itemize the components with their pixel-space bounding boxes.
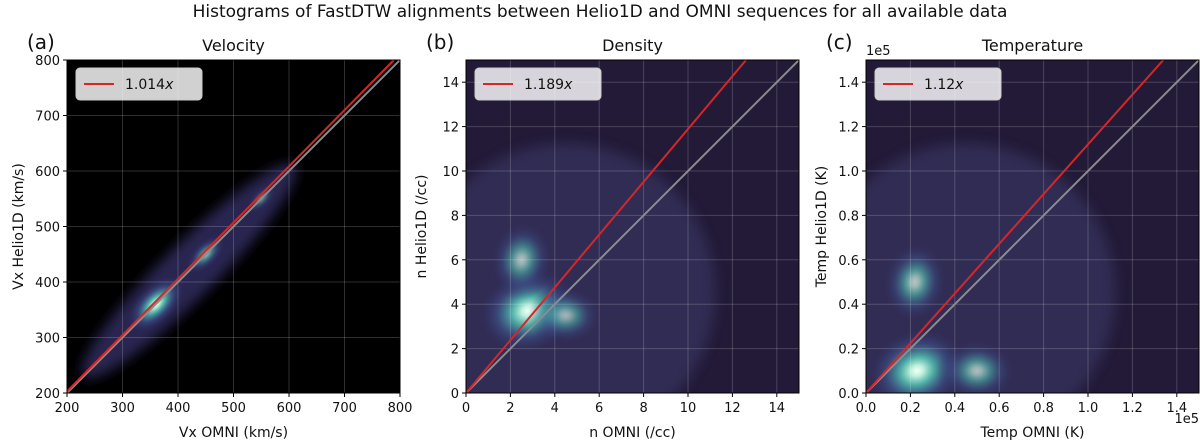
x-tick-label: 0.6 xyxy=(989,401,1010,416)
plot-area xyxy=(466,60,799,393)
y-tick-label: 4 xyxy=(451,298,459,313)
x-tick-label: 1.0 xyxy=(1078,401,1099,416)
density-peak xyxy=(936,337,1018,393)
y-tick-label: 200 xyxy=(35,387,60,402)
plot-area xyxy=(866,60,1199,393)
y-tick-label: 0.6 xyxy=(838,254,859,269)
x-tick-label: 400 xyxy=(166,401,191,416)
panel-label: (c) xyxy=(826,30,853,54)
x-tick-label: 8 xyxy=(639,401,647,416)
x-axis-label: Vx OMNI (km/s) xyxy=(179,425,288,441)
x-tick-label: 300 xyxy=(110,401,135,416)
legend-label: 1.189x xyxy=(524,77,573,93)
x-tick-label: 14 xyxy=(769,401,786,416)
legend-value: 1.189 xyxy=(524,77,564,93)
legend: 1.12x xyxy=(874,67,1002,101)
y-tick-label: 400 xyxy=(35,276,60,291)
x-tick-label: 800 xyxy=(388,401,413,416)
legend-variable: x xyxy=(563,77,573,93)
x-tick-label: 0.8 xyxy=(1033,401,1054,416)
x-tick-label: 500 xyxy=(221,401,246,416)
y-axis-label: n Helio1D (/cc) xyxy=(414,175,430,279)
density-peak xyxy=(866,325,970,393)
x-tick-label: 0.2 xyxy=(900,401,921,416)
density-peak xyxy=(527,284,605,347)
y-tick-label: 300 xyxy=(35,332,60,347)
legend-box xyxy=(474,67,602,101)
y-tick-label: 0 xyxy=(451,387,459,402)
x-tick-label: 0.4 xyxy=(944,401,965,416)
fit-line xyxy=(67,60,395,393)
y-tick-label: 2 xyxy=(451,343,459,358)
y-tick-label: 12 xyxy=(442,121,459,136)
x-tick-label: 0.0 xyxy=(856,401,877,416)
x-tick-label: 12 xyxy=(724,401,741,416)
fit-line xyxy=(866,60,1165,393)
y-tick-label: 800 xyxy=(35,54,60,69)
x-tick-label: 700 xyxy=(332,401,357,416)
x-axis-label: n OMNI (/cc) xyxy=(589,425,676,441)
legend-value: 1.12 xyxy=(924,77,955,93)
legend: 1.014x xyxy=(75,67,203,101)
y-tick-label: 700 xyxy=(35,110,60,125)
y-tick-label: 1.0 xyxy=(838,165,859,180)
y-tick-label: 0.8 xyxy=(838,209,859,224)
legend-variable: x xyxy=(954,77,964,93)
x-tick-label: 2 xyxy=(506,401,514,416)
panel-title: Density xyxy=(602,36,663,55)
x-tick-label: 1.4 xyxy=(1166,401,1187,416)
identity-line xyxy=(866,60,1199,393)
x-tick-label: 200 xyxy=(55,401,80,416)
y-tick-label: 500 xyxy=(35,221,60,236)
y-tick-label: 0.2 xyxy=(838,343,859,358)
y-tick-label: 0.4 xyxy=(838,298,859,313)
panel-label: (b) xyxy=(426,30,454,54)
density-peak xyxy=(488,219,555,301)
x-tick-label: 10 xyxy=(680,401,697,416)
legend-variable: x xyxy=(164,77,174,93)
axes-frame xyxy=(465,59,800,394)
density-peak xyxy=(880,239,950,325)
legend-box xyxy=(874,67,1002,101)
y-tick-label: 8 xyxy=(451,209,459,224)
y-tick-label: 10 xyxy=(442,165,459,180)
panel-title: Temperature xyxy=(981,36,1083,55)
y-axis-label: Vx Helio1D (km/s) xyxy=(11,163,27,290)
panel-label: (a) xyxy=(27,30,55,54)
y-tick-label: 600 xyxy=(35,165,60,180)
x-tick-label: 600 xyxy=(277,401,302,416)
y-tick-label: 6 xyxy=(451,254,459,269)
x-tick-label: 0 xyxy=(462,401,470,416)
x-tick-label: 6 xyxy=(595,401,603,416)
legend-label: 1.014x xyxy=(125,77,174,93)
legend: 1.189x xyxy=(474,67,602,101)
y-tick-label: 1.4 xyxy=(838,76,859,91)
panel-0: 200 300 400 500 600 700 800 200 300 400 500 600 700 8… xyxy=(11,30,412,441)
legend-value: 1.014 xyxy=(125,77,165,93)
panel-title: Velocity xyxy=(202,36,265,55)
y-tick-label: 0.0 xyxy=(838,387,859,402)
x-tick-label: 4 xyxy=(551,401,559,416)
y-tick-label: 14 xyxy=(442,76,459,91)
y-axis-label: Temp Helio1D (K) xyxy=(814,166,830,289)
plot-area xyxy=(67,60,400,393)
legend-label: 1.12x xyxy=(924,77,964,93)
legend-box xyxy=(75,67,203,101)
identity-line xyxy=(466,60,799,393)
x-axis-label: Temp OMNI (K) xyxy=(979,425,1084,441)
panel-2: 0.0 0.2 0.4 0.6 0.8 1.0 1.2 1.4 0.0 0.2 0.4 0.6 0.8 1… xyxy=(814,30,1200,441)
fit-line xyxy=(466,60,747,393)
figure-suptitle: Histograms of FastDTW alignments between… xyxy=(192,2,1008,22)
y-tick-label: 1.2 xyxy=(838,121,859,136)
x-tick-label: 1.2 xyxy=(1122,401,1143,416)
y-offset-text: 1e5 xyxy=(866,44,891,59)
axes-frame xyxy=(865,59,1200,394)
identity-line xyxy=(67,60,400,393)
panel-1: 0 2 4 6 8 10 12 14 0 2 4 6 8 10 12 14 n OMNI (/cc) n Heli… xyxy=(414,30,800,441)
x-offset-text: 1e5 xyxy=(1174,412,1199,427)
